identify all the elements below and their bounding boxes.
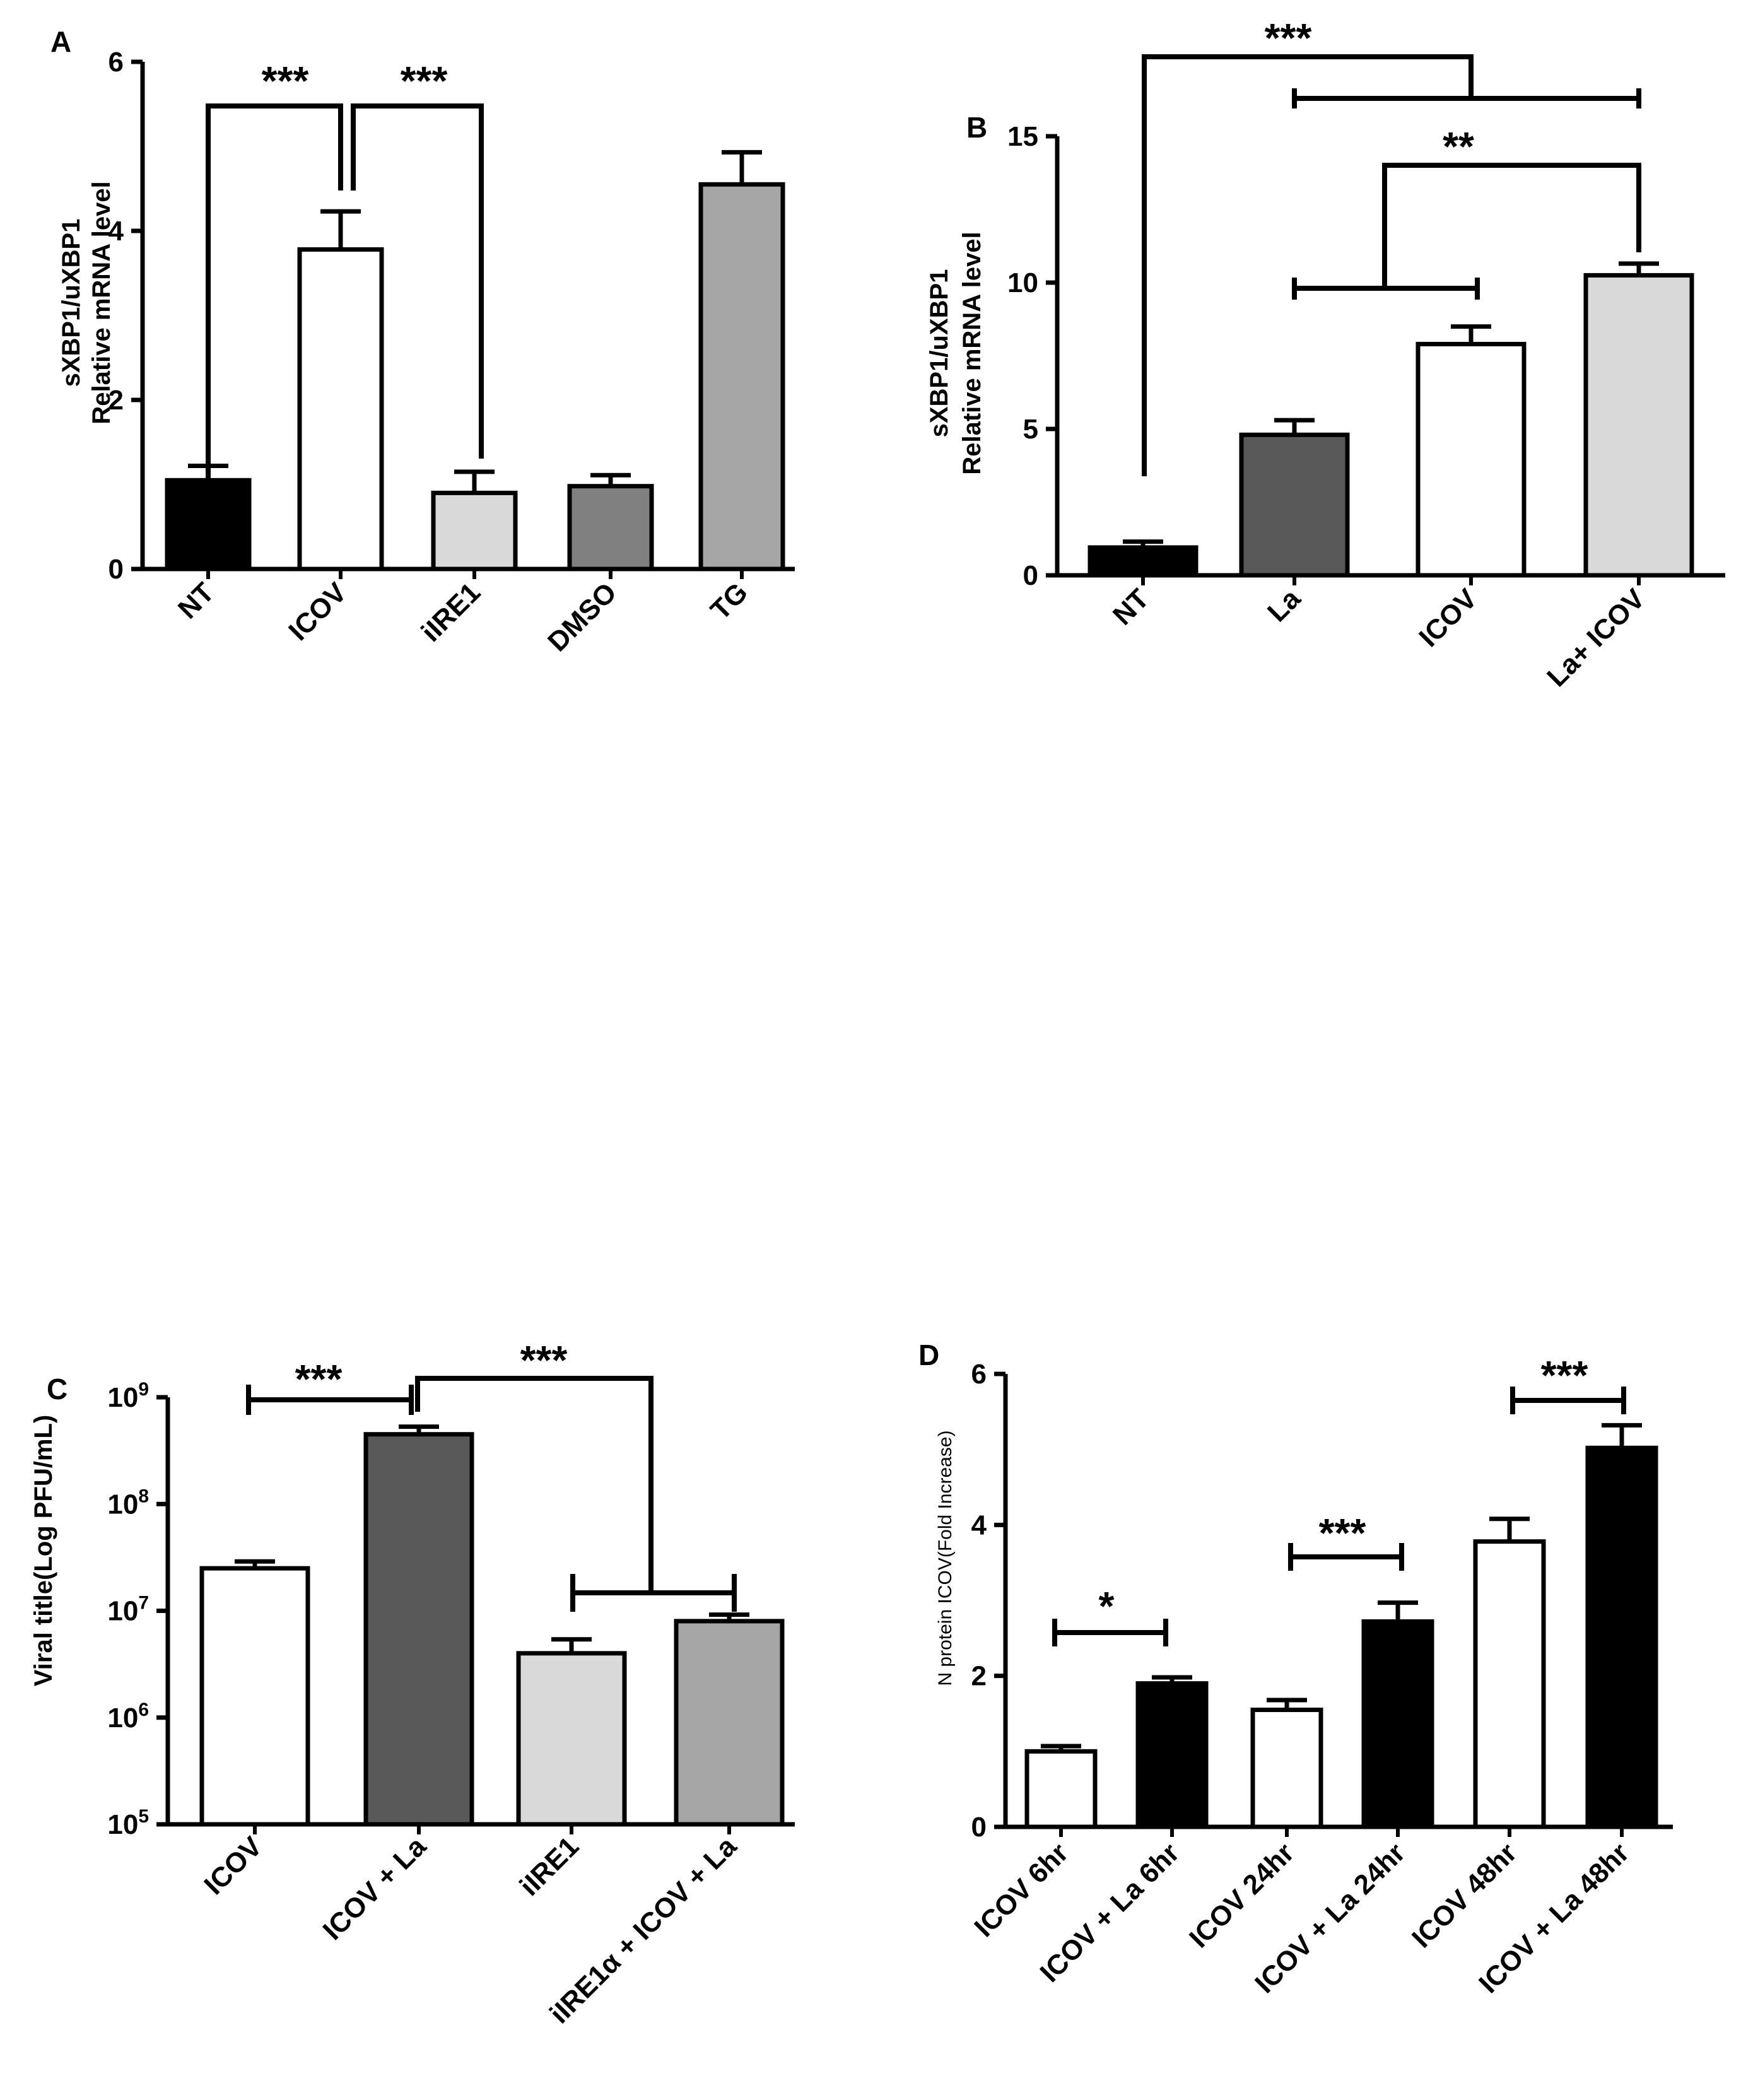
- y-tick-label: 0: [971, 1812, 987, 1843]
- significance-label: ***: [1265, 15, 1312, 61]
- panel-c-chart: C Viral title(Log PFU/mL) 105 106 107 108 10…: [30, 1337, 795, 2029]
- y-tick-label: 109: [107, 1379, 149, 1413]
- bars: [165, 150, 785, 572]
- significance-label: *: [1099, 1583, 1115, 1629]
- significance-brackets: *** ***: [246, 1337, 737, 1612]
- bracket-24hr: [1288, 1543, 1404, 1571]
- bar-icov: [199, 1566, 310, 1827]
- bar-icov-24hr: [1250, 1708, 1323, 1829]
- bar-icov-48hr: [1473, 1539, 1546, 1829]
- category-label: ICOV: [1413, 583, 1483, 653]
- y-axis-title-line-1: sXBP1/uXBP1: [57, 219, 85, 387]
- bar-iire1: [431, 490, 518, 572]
- panel-letter-b: B: [966, 111, 987, 144]
- category-label: ICOV: [283, 577, 353, 647]
- bracket-6hr: [1052, 1619, 1168, 1646]
- y-axis-title: N protein ICOV(Fold Increase): [935, 1430, 956, 1686]
- bar-la-icov: [1583, 273, 1694, 578]
- category-label: DMSO: [542, 577, 623, 657]
- y-axis-title-line-2: Relative mRNA level: [88, 181, 115, 424]
- y-tick-label: 107: [107, 1593, 149, 1627]
- bracket-inhibitors-span: [570, 1574, 737, 1612]
- significance-brackets: * *** ***: [1052, 1352, 1626, 1646]
- significance-brackets: *** ***: [206, 58, 484, 479]
- y-tick-label: 10: [1007, 267, 1038, 298]
- category-label: NT: [1107, 583, 1155, 631]
- bar-icov-6hr: [1024, 1749, 1098, 1829]
- bar-icov: [297, 247, 384, 572]
- significance-label: **: [1443, 124, 1474, 169]
- category-label: ICOV + La: [317, 1831, 433, 1946]
- category-label: ICOV 48hr: [1406, 1837, 1523, 1954]
- bars: [199, 1424, 785, 1827]
- category-label: NT: [172, 577, 220, 625]
- significance-label: ***: [1541, 1352, 1588, 1398]
- bar-icov-la: [363, 1432, 474, 1827]
- bar-iire1: [516, 1651, 627, 1827]
- category-label: TG: [705, 577, 754, 626]
- bar-icov-la-48hr: [1585, 1445, 1658, 1829]
- y-tick-label: 0: [108, 554, 124, 585]
- panel-letter-a: A: [50, 25, 71, 58]
- category-label: iIRE1: [416, 577, 486, 647]
- significance-label: ***: [520, 1337, 568, 1383]
- panel-letter-c: C: [47, 1373, 67, 1405]
- category-label: ICOV 6hr: [968, 1837, 1074, 1943]
- bar-icov: [1416, 341, 1527, 578]
- bar-la: [1239, 432, 1350, 578]
- significance-label: ***: [262, 58, 309, 103]
- bars: [1024, 1422, 1658, 1829]
- bar-icov-la-6hr: [1135, 1681, 1209, 1829]
- panel-a-chart: A sXBP1/uXBP1 Relative mRNA level 0 2 4 6 NT…: [50, 25, 795, 657]
- y-tick-label: 4: [108, 216, 124, 247]
- category-label: ICOV: [198, 1831, 268, 1901]
- bracket-icov-vs-icov-la: [246, 1385, 414, 1415]
- y-tick-label: 0: [1023, 560, 1038, 591]
- significance-label: ***: [295, 1356, 343, 1402]
- y-tick-label: 5: [1023, 414, 1038, 445]
- bar-icov-la-24hr: [1361, 1619, 1434, 1829]
- category-label: La: [1262, 583, 1306, 628]
- y-tick-label: 108: [107, 1486, 149, 1520]
- category-label: La+ ICOV: [1541, 583, 1651, 693]
- significance-label: ***: [1319, 1510, 1366, 1556]
- bar-nt: [1087, 545, 1199, 578]
- y-tick-label: 105: [107, 1806, 149, 1840]
- y-tick-label: 6: [108, 47, 124, 78]
- y-tick-label: 6: [971, 1359, 987, 1390]
- bar-iire1-icov-la: [674, 1619, 785, 1827]
- bar-dmso: [567, 484, 654, 572]
- y-axis-title: Viral title(Log PFU/mL): [30, 1415, 57, 1686]
- bracket-treatments-span: [1292, 88, 1641, 109]
- significance-brackets: *** **: [1142, 15, 1641, 476]
- y-tick-label: 4: [971, 1510, 987, 1540]
- bar-tg: [698, 182, 785, 572]
- y-axis-title-line-2: Relative mRNA level: [958, 232, 986, 474]
- panel-b-chart: B sXBP1/uXBP1 Relative mRNA level 0 5 10 15…: [925, 15, 1725, 693]
- y-tick-label: 106: [107, 1699, 149, 1733]
- y-tick-label: 2: [108, 385, 124, 416]
- category-label: ICOV 24hr: [1183, 1837, 1300, 1954]
- bracket-icov-la-vs-inhibitors: [415, 1376, 654, 1593]
- bracket-nt-vs-icov: [206, 103, 343, 479]
- y-tick-label: 2: [971, 1661, 987, 1692]
- panel-letter-d: D: [918, 1339, 939, 1371]
- bar-nt: [165, 478, 252, 572]
- bracket-icov-vs-iire1: [351, 103, 484, 459]
- bracket-la-icov-vs-combo: [1382, 163, 1641, 288]
- y-axis-title-line-1: sXBP1/uXBP1: [925, 269, 953, 438]
- bracket-nt-vs-treatments: [1142, 54, 1474, 476]
- significance-label: ***: [401, 58, 448, 103]
- y-tick-label: 15: [1007, 121, 1038, 152]
- bracket-48hr: [1510, 1387, 1626, 1414]
- category-label: iIRE1: [514, 1831, 585, 1901]
- bars: [1087, 261, 1694, 578]
- panel-d-chart: D N protein ICOV(Fold Increase) 0 2 4 6 ICOV…: [918, 1339, 1673, 1999]
